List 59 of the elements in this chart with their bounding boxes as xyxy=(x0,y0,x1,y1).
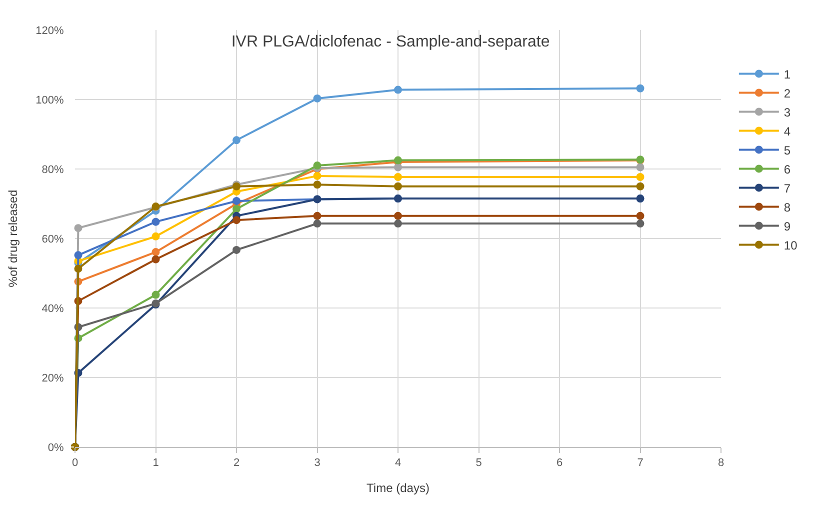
legend-label: 4 xyxy=(784,124,791,138)
point xyxy=(636,172,644,181)
y-tick-label: 20% xyxy=(42,372,64,384)
y-tick-label: 80% xyxy=(42,164,64,176)
legend-label: 2 xyxy=(784,86,791,100)
point xyxy=(232,204,240,213)
point xyxy=(152,248,160,256)
y-tick-label: 100% xyxy=(36,94,64,106)
legend-label: 7 xyxy=(784,181,791,196)
x-tick-label: 5 xyxy=(476,457,482,470)
point xyxy=(152,255,160,264)
point xyxy=(313,172,322,180)
legend-label: 1 xyxy=(784,67,791,82)
point xyxy=(394,86,402,94)
legend-label: 10 xyxy=(784,238,798,252)
x-tick-label: 7 xyxy=(637,457,644,470)
point xyxy=(394,163,402,172)
point xyxy=(636,163,644,172)
point xyxy=(636,182,644,190)
point xyxy=(394,220,402,228)
chart-title: IVR PLGA/diclofenac - Sample-and-separate xyxy=(231,34,550,51)
y-tick-label: 60% xyxy=(42,233,64,246)
x-tick-label: 2 xyxy=(233,457,240,470)
point xyxy=(636,84,644,92)
point xyxy=(232,246,240,254)
legend-label: 8 xyxy=(784,200,791,214)
point xyxy=(394,212,402,220)
x-axis-title: Time (days) xyxy=(366,481,430,496)
point xyxy=(152,218,160,226)
point xyxy=(313,220,322,228)
point xyxy=(74,251,82,260)
point xyxy=(152,232,160,240)
point xyxy=(232,216,240,224)
legend-label: 5 xyxy=(784,143,791,158)
point xyxy=(394,182,402,190)
point xyxy=(152,290,160,299)
point xyxy=(636,220,644,228)
point xyxy=(232,136,240,144)
y-tick-label: 0% xyxy=(48,442,64,454)
x-tick-label: 8 xyxy=(718,457,724,470)
y-axis-title: %of drug released xyxy=(6,190,20,288)
point xyxy=(232,196,240,205)
point xyxy=(74,224,82,232)
point xyxy=(313,212,322,220)
point xyxy=(313,94,322,102)
point xyxy=(74,264,82,273)
point xyxy=(636,212,644,220)
x-tick-label: 6 xyxy=(556,457,563,470)
point xyxy=(394,172,402,181)
point xyxy=(313,180,322,189)
x-tick-label: 0 xyxy=(72,457,78,470)
legend-label: 6 xyxy=(784,162,791,176)
y-tick-label: 120% xyxy=(36,24,64,37)
legend-label: 9 xyxy=(784,219,791,234)
legend-label: 3 xyxy=(784,105,791,120)
y-tick-label: 40% xyxy=(42,302,64,315)
x-tick-label: 1 xyxy=(152,457,159,470)
x-tick-label: 3 xyxy=(314,457,320,470)
x-tick-label: 4 xyxy=(394,457,402,470)
